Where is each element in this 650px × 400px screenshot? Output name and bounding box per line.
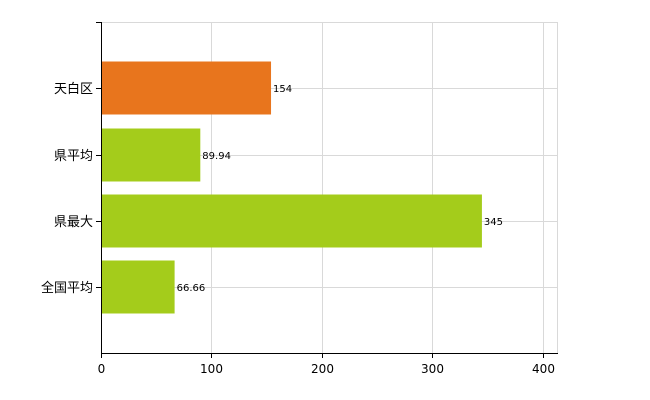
x-tick-label-0: 0 bbox=[98, 362, 106, 376]
x-tick-label-1: 100 bbox=[200, 362, 223, 376]
bar-2 bbox=[101, 194, 482, 248]
bars bbox=[101, 61, 482, 314]
data-label-2: 345 bbox=[484, 217, 503, 228]
category-label-3: 全国平均 bbox=[41, 280, 93, 296]
x-tick-label-3: 300 bbox=[421, 362, 444, 376]
bar-0 bbox=[101, 61, 272, 115]
data-label-1: 89.94 bbox=[202, 151, 231, 162]
x-tick-label-2: 200 bbox=[311, 362, 334, 376]
bar-3 bbox=[101, 260, 175, 314]
axes bbox=[96, 22, 558, 358]
data-label-0: 154 bbox=[273, 84, 292, 95]
category-label-1: 県平均 bbox=[54, 149, 93, 164]
data-label-3: 66.66 bbox=[177, 283, 206, 294]
bar-1 bbox=[101, 128, 201, 182]
category-label-0: 天白区 bbox=[54, 81, 93, 97]
category-label-2: 県最大 bbox=[54, 215, 93, 230]
x-tick-label-4: 400 bbox=[532, 362, 555, 376]
